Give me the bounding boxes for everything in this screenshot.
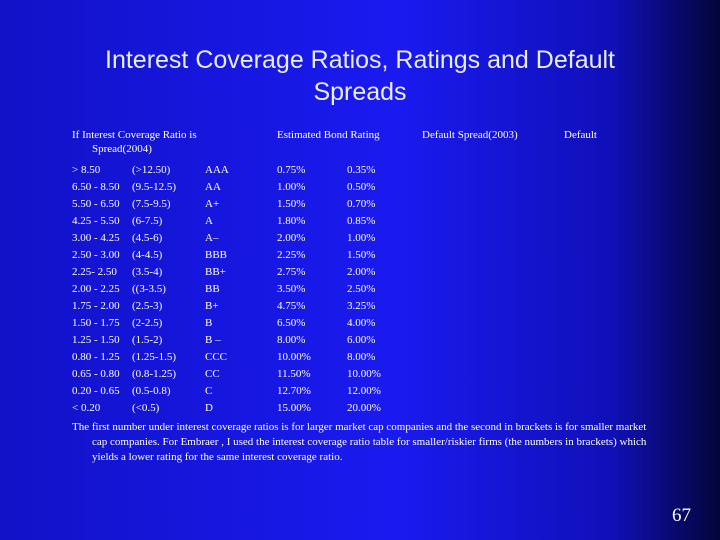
- cell-spread-2003: 0.50%: [347, 181, 376, 193]
- cell-spread-2003: 2.00%: [347, 266, 376, 278]
- cell-rating: C: [205, 385, 213, 397]
- cell-coverage-large-cap: 2.50 - 3.00: [72, 249, 120, 261]
- cell-coverage-large-cap: 0.20 - 0.65: [72, 385, 120, 397]
- cell-spread-2004: 2.25%: [277, 249, 306, 261]
- cell-spread-2004: 3.50%: [277, 283, 306, 295]
- slide-title-line-1: Interest Coverage Ratios, Ratings and De…: [105, 46, 615, 74]
- header-default: Default: [564, 129, 597, 141]
- cell-spread-2003: 1.00%: [347, 232, 376, 244]
- cell-spread-2003: 3.25%: [347, 300, 376, 312]
- cell-coverage-large-cap: 2.25- 2.50: [72, 266, 117, 278]
- cell-coverage-small-cap: (4.5-6): [132, 232, 163, 244]
- cell-coverage-large-cap: 5.50 - 6.50: [72, 198, 120, 210]
- cell-coverage-large-cap: 1.25 - 1.50: [72, 334, 120, 346]
- cell-coverage-small-cap: (0.8-1.25): [132, 368, 176, 380]
- cell-rating: B+: [205, 300, 219, 312]
- cell-coverage-large-cap: 4.25 - 5.50: [72, 215, 120, 227]
- cell-spread-2003: 12.00%: [347, 385, 381, 397]
- cell-spread-2003: 2.50%: [347, 283, 376, 295]
- cell-spread-2004: 11.50%: [277, 368, 311, 380]
- cell-spread-2004: 10.00%: [277, 351, 311, 363]
- cell-coverage-small-cap: (2.5-3): [132, 300, 163, 312]
- cell-coverage-small-cap: (1.25-1.5): [132, 351, 176, 363]
- cell-spread-2004: 0.75%: [277, 164, 306, 176]
- cell-spread-2004: 6.50%: [277, 317, 306, 329]
- cell-spread-2004: 4.75%: [277, 300, 306, 312]
- cell-spread-2004: 1.50%: [277, 198, 306, 210]
- cell-spread-2004: 1.00%: [277, 181, 306, 193]
- cell-coverage-small-cap: (6-7.5): [132, 215, 163, 227]
- cell-rating: A+: [205, 198, 220, 210]
- cell-coverage-large-cap: 6.50 - 8.50: [72, 181, 120, 193]
- cell-rating: CC: [205, 368, 220, 380]
- cell-spread-2004: 1.80%: [277, 215, 306, 227]
- cell-spread-2004: 2.75%: [277, 266, 306, 278]
- cell-rating: AA: [205, 181, 221, 193]
- slide-title: Interest Coverage Ratios, Ratings and De…: [40, 44, 680, 108]
- cell-coverage-small-cap: (<0.5): [132, 402, 160, 414]
- cell-rating: BBB: [205, 249, 228, 261]
- footnote: The first number under interest coverage…: [72, 421, 647, 463]
- cell-coverage-large-cap: > 8.50: [72, 164, 101, 176]
- cell-spread-2003: 1.50%: [347, 249, 376, 261]
- header-coverage: If Interest Coverage Ratio is: [72, 129, 197, 141]
- cell-spread-2003: 0.70%: [347, 198, 376, 210]
- cell-spread-2004: 15.00%: [277, 402, 311, 414]
- cell-coverage-small-cap: (7.5-9.5): [132, 198, 171, 210]
- cell-coverage-small-cap: (>12.50): [132, 164, 171, 176]
- cell-spread-2004: 12.70%: [277, 385, 311, 397]
- cell-spread-2003: 0.85%: [347, 215, 376, 227]
- cell-spread-2003: 10.00%: [347, 368, 381, 380]
- cell-coverage-large-cap: 0.65 - 0.80: [72, 368, 120, 380]
- page-number: 67: [672, 505, 691, 526]
- header-spread-2003: Default Spread(2003): [422, 129, 518, 141]
- header-rating: Estimated Bond Rating: [277, 129, 380, 141]
- cell-coverage-large-cap: 1.50 - 1.75: [72, 317, 120, 329]
- cell-rating: B –: [205, 334, 221, 346]
- cell-rating: A: [205, 215, 213, 227]
- cell-spread-2004: 2.00%: [277, 232, 306, 244]
- cell-coverage-small-cap: (2-2.5): [132, 317, 163, 329]
- cell-coverage-small-cap: ((3-3.5): [132, 283, 166, 295]
- cell-spread-2003: 6.00%: [347, 334, 376, 346]
- cell-coverage-large-cap: 0.80 - 1.25: [72, 351, 120, 363]
- cell-spread-2003: 0.35%: [347, 164, 376, 176]
- cell-coverage-large-cap: 2.00 - 2.25: [72, 283, 120, 295]
- cell-coverage-large-cap: 1.75 - 2.00: [72, 300, 120, 312]
- cell-rating: BB: [205, 283, 220, 295]
- cell-coverage-small-cap: (1.5-2): [132, 334, 163, 346]
- cell-rating: D: [205, 402, 213, 414]
- cell-rating: A–: [205, 232, 219, 244]
- cell-spread-2003: 4.00%: [347, 317, 376, 329]
- cell-rating: AAA: [205, 164, 229, 176]
- header-coverage-continued: Spread(2004): [92, 143, 152, 155]
- cell-rating: BB+: [205, 266, 226, 278]
- cell-coverage-large-cap: 3.00 - 4.25: [72, 232, 120, 244]
- slide-title-line-2: Spreads: [313, 78, 407, 106]
- cell-rating: B: [205, 317, 213, 329]
- cell-spread-2003: 20.00%: [347, 402, 381, 414]
- cell-spread-2003: 8.00%: [347, 351, 376, 363]
- cell-coverage-small-cap: (3.5-4): [132, 266, 163, 278]
- cell-coverage-small-cap: (0.5-0.8): [132, 385, 171, 397]
- cell-coverage-small-cap: (4-4.5): [132, 249, 163, 261]
- cell-coverage-large-cap: < 0.20: [72, 402, 101, 414]
- cell-spread-2004: 8.00%: [277, 334, 306, 346]
- cell-rating: CCC: [205, 351, 228, 363]
- cell-coverage-small-cap: (9.5-12.5): [132, 181, 176, 193]
